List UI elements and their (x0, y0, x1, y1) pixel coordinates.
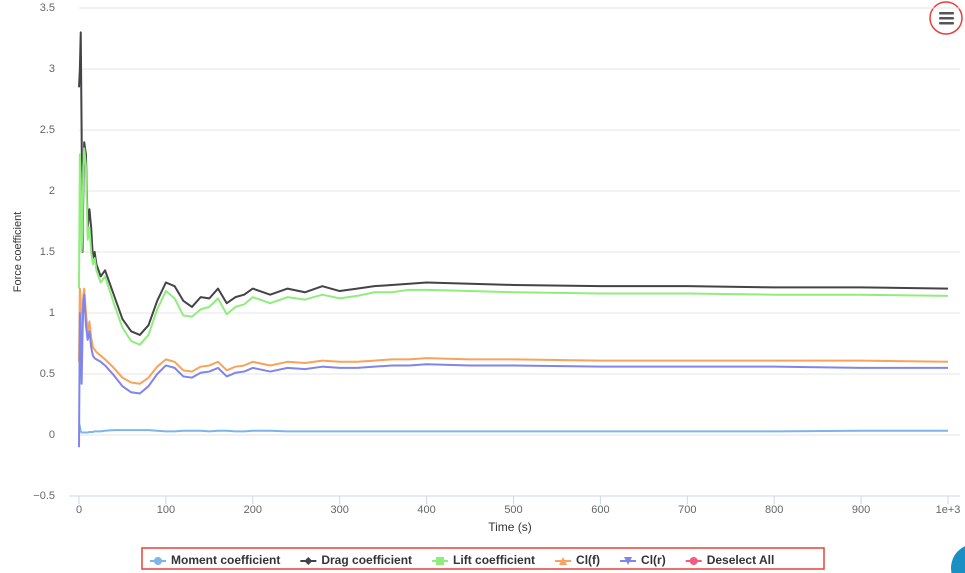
menu-bar (939, 17, 954, 20)
legend-highlight (141, 547, 825, 570)
legend-item[interactable]: Cl(f) (555, 553, 600, 567)
y-tick-label: 0 (49, 429, 55, 441)
legend-item[interactable]: Deselect All (685, 553, 775, 567)
x-tick-label: 600 (591, 504, 609, 516)
x-tick-label: 100 (157, 504, 175, 516)
legend-marker (304, 557, 313, 565)
legend-label: Lift coefficient (453, 553, 535, 567)
y-tick-label: 3.5 (40, 2, 55, 14)
x-tick-label: 1e+3 (936, 504, 961, 516)
x-tick-label: 300 (331, 504, 349, 516)
legend-item[interactable]: Cl(r) (620, 553, 666, 567)
legend-item[interactable]: Moment coefficient (150, 553, 280, 567)
legend-label: Cl(r) (641, 553, 666, 567)
legend-item[interactable]: Lift coefficient (432, 553, 535, 567)
x-tick-label: 0 (76, 504, 82, 516)
legend-marker (624, 557, 633, 565)
y-tick-label: 2 (49, 185, 55, 197)
menu-button[interactable] (929, 1, 963, 35)
x-tick-label: 900 (852, 504, 870, 516)
y-tick-label: −0.5 (33, 490, 55, 502)
menu-highlight (929, 1, 963, 35)
x-tick-label: 400 (417, 504, 435, 516)
y-tick-label: 1 (49, 307, 55, 319)
legend-marker (154, 557, 162, 565)
legend-label: Drag coefficient (321, 553, 412, 567)
menu-bar (939, 22, 954, 25)
floating-button[interactable] (951, 544, 965, 573)
x-tick-label: 800 (765, 504, 783, 516)
y-tick-label: 3 (49, 63, 55, 75)
legend-label: Moment coefficient (171, 553, 280, 567)
menu-bar (939, 12, 954, 15)
legend-marker (559, 557, 568, 565)
legend-label: Deselect All (707, 553, 775, 567)
x-tick-label: 200 (244, 504, 262, 516)
y-tick-label: 2.5 (40, 124, 55, 136)
legend-label: Cl(f) (576, 553, 600, 567)
x-axis-label: Time (s) (488, 520, 532, 534)
x-tick-label: 700 (678, 504, 696, 516)
y-tick-label: 1.5 (40, 246, 55, 258)
series-line (78, 147, 949, 346)
series-line (78, 31, 949, 336)
y-tick-label: 0.5 (40, 368, 55, 380)
legend-marker (689, 557, 698, 565)
series-line (78, 422, 948, 434)
legend-item[interactable]: Drag coefficient (300, 553, 412, 567)
series-line (78, 293, 948, 448)
x-tick-label: 500 (504, 504, 522, 516)
series-line (78, 287, 949, 385)
y-axis-label: Force coefficient (12, 212, 24, 293)
legend-marker (436, 557, 445, 565)
